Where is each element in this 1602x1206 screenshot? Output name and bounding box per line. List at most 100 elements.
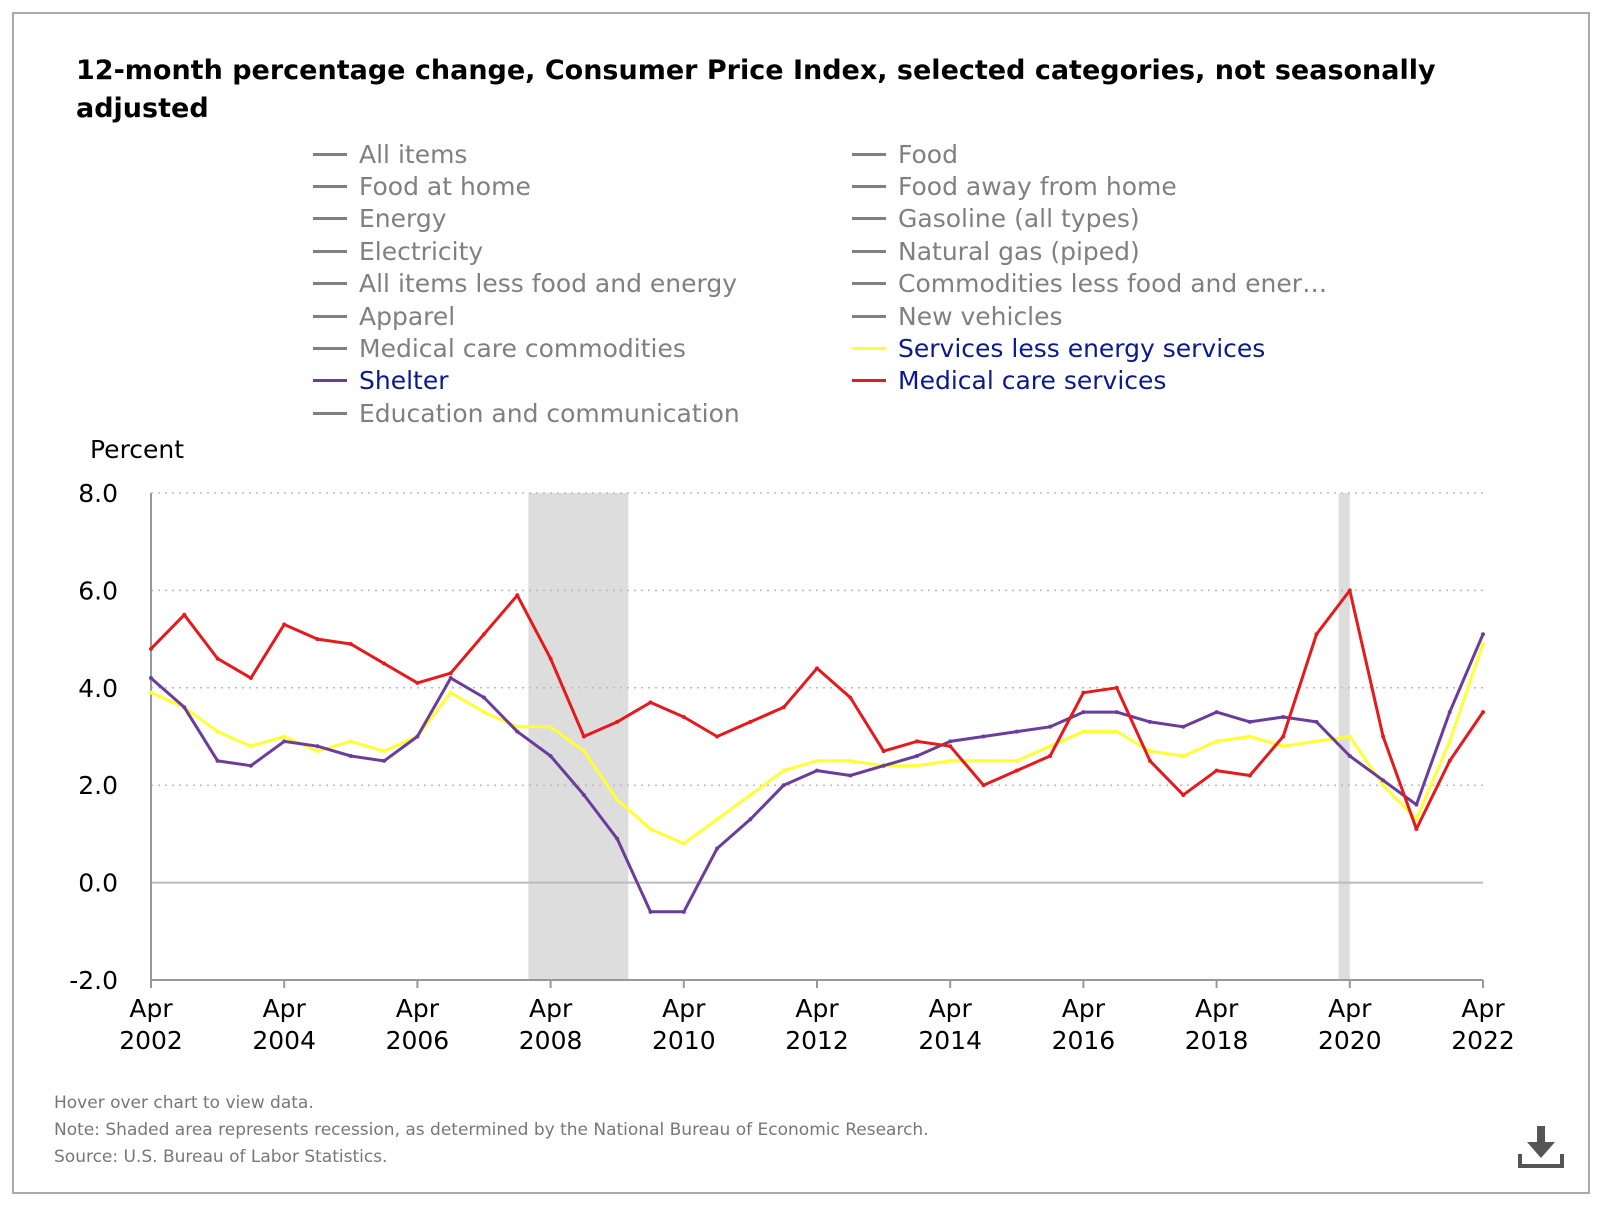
data-point-services-less-energy-services[interactable]	[1148, 749, 1152, 754]
data-point-services-less-energy-services[interactable]	[1048, 744, 1053, 749]
series-line-medical-care-services[interactable]	[149, 588, 1485, 831]
data-point-shelter[interactable]	[215, 758, 220, 763]
data-point-medical-care-services[interactable]	[981, 783, 986, 788]
data-point-medical-care-services[interactable]	[1447, 758, 1452, 763]
data-point-medical-care-services[interactable]	[1014, 768, 1019, 773]
data-point-medical-care-services[interactable]	[1214, 768, 1219, 773]
data-point-medical-care-services[interactable]	[1081, 690, 1086, 695]
data-point-services-less-energy-services[interactable]	[681, 841, 686, 846]
data-point-shelter[interactable]	[1347, 753, 1352, 758]
data-point-services-less-energy-services[interactable]	[648, 827, 653, 832]
data-point-shelter[interactable]	[448, 676, 453, 681]
data-point-medical-care-services[interactable]	[881, 749, 886, 754]
data-point-services-less-energy-services[interactable]	[348, 739, 353, 744]
legend-item-apparel[interactable]: Apparel	[313, 300, 455, 332]
data-point-services-less-energy-services[interactable]	[548, 724, 553, 729]
data-point-shelter[interactable]	[1048, 724, 1053, 729]
data-point-shelter[interactable]	[648, 909, 653, 914]
data-point-services-less-energy-services[interactable]	[1247, 734, 1252, 739]
data-point-medical-care-services[interactable]	[182, 612, 187, 617]
data-point-services-less-energy-services[interactable]	[715, 817, 720, 822]
data-point-shelter[interactable]	[914, 753, 919, 758]
data-point-shelter[interactable]	[282, 739, 287, 744]
data-point-medical-care-services[interactable]	[1247, 773, 1252, 778]
download-button[interactable]	[1515, 1120, 1567, 1172]
legend-item-medical-care-services[interactable]: Medical care services	[852, 365, 1166, 397]
data-point-medical-care-services[interactable]	[1347, 588, 1352, 593]
data-point-services-less-energy-services[interactable]	[1014, 758, 1019, 763]
data-point-services-less-energy-services[interactable]	[981, 758, 986, 763]
data-point-shelter[interactable]	[948, 739, 953, 744]
data-point-services-less-energy-services[interactable]	[282, 734, 287, 739]
data-point-services-less-energy-services[interactable]	[382, 749, 387, 754]
data-point-medical-care-services[interactable]	[215, 656, 220, 661]
data-point-shelter[interactable]	[848, 773, 853, 778]
data-point-services-less-energy-services[interactable]	[248, 744, 253, 749]
data-point-services-less-energy-services[interactable]	[1314, 739, 1319, 744]
data-point-services-less-energy-services[interactable]	[1381, 783, 1386, 788]
data-point-services-less-energy-services[interactable]	[1481, 641, 1485, 646]
data-point-medical-care-services[interactable]	[248, 676, 253, 681]
legend-item-gasoline-all-types[interactable]: Gasoline (all types)	[852, 203, 1140, 235]
data-point-shelter[interactable]	[1281, 715, 1286, 720]
data-point-medical-care-services[interactable]	[315, 637, 320, 642]
data-point-medical-care-services[interactable]	[1481, 710, 1485, 715]
legend-item-all-items-less-food-and-energy[interactable]: All items less food and energy	[313, 268, 737, 300]
legend-item-shelter[interactable]: Shelter	[313, 365, 449, 397]
data-point-medical-care-services[interactable]	[715, 734, 720, 739]
data-point-shelter[interactable]	[1181, 724, 1186, 729]
data-point-medical-care-services[interactable]	[615, 719, 620, 724]
data-point-shelter[interactable]	[781, 783, 786, 788]
data-point-medical-care-services[interactable]	[581, 734, 586, 739]
data-point-medical-care-services[interactable]	[848, 695, 853, 700]
legend-item-energy[interactable]: Energy	[313, 203, 447, 235]
data-point-shelter[interactable]	[815, 768, 819, 773]
data-point-services-less-energy-services[interactable]	[1081, 729, 1086, 734]
data-point-shelter[interactable]	[1481, 632, 1485, 637]
data-point-medical-care-services[interactable]	[348, 641, 353, 646]
data-point-services-less-energy-services[interactable]	[1114, 729, 1119, 734]
legend-item-medical-care-commodities[interactable]: Medical care commodities	[313, 332, 686, 364]
data-point-services-less-energy-services[interactable]	[748, 792, 753, 797]
data-point-services-less-energy-services[interactable]	[1181, 753, 1186, 758]
data-point-services-less-energy-services[interactable]	[515, 724, 520, 729]
legend-item-commodities-less-food-and-ener[interactable]: Commodities less food and ener…	[852, 268, 1327, 300]
legend-item-food-at-home[interactable]: Food at home	[313, 170, 531, 202]
data-point-shelter[interactable]	[715, 846, 720, 851]
data-point-shelter[interactable]	[248, 763, 253, 768]
data-point-services-less-energy-services[interactable]	[1347, 734, 1352, 739]
data-point-shelter[interactable]	[1414, 802, 1419, 807]
data-point-services-less-energy-services[interactable]	[1447, 739, 1452, 744]
data-point-shelter[interactable]	[1114, 710, 1119, 715]
data-point-services-less-energy-services[interactable]	[914, 763, 919, 768]
legend-item-food[interactable]: Food	[852, 138, 958, 170]
data-point-shelter[interactable]	[315, 744, 320, 749]
data-point-medical-care-services[interactable]	[1314, 632, 1319, 637]
data-point-medical-care-services[interactable]	[448, 671, 453, 676]
data-point-shelter[interactable]	[1247, 719, 1252, 724]
data-point-shelter[interactable]	[1381, 778, 1386, 783]
series-line-shelter[interactable]	[150, 633, 1485, 914]
data-point-services-less-energy-services[interactable]	[1414, 817, 1419, 822]
data-point-services-less-energy-services[interactable]	[615, 797, 620, 802]
data-point-medical-care-services[interactable]	[548, 656, 553, 661]
data-point-services-less-energy-services[interactable]	[781, 768, 786, 773]
data-point-shelter[interactable]	[1314, 719, 1319, 724]
data-point-shelter[interactable]	[881, 763, 886, 768]
legend-item-new-vehicles[interactable]: New vehicles	[852, 300, 1063, 332]
data-point-shelter[interactable]	[581, 792, 586, 797]
data-point-medical-care-services[interactable]	[1114, 685, 1119, 690]
data-point-services-less-energy-services[interactable]	[448, 690, 453, 695]
data-point-shelter[interactable]	[348, 753, 353, 758]
data-point-shelter[interactable]	[149, 676, 153, 681]
data-point-shelter[interactable]	[482, 695, 486, 700]
data-point-shelter[interactable]	[182, 705, 187, 710]
data-point-medical-care-services[interactable]	[648, 700, 653, 705]
data-point-services-less-energy-services[interactable]	[581, 749, 586, 754]
data-point-shelter[interactable]	[548, 753, 553, 758]
data-point-shelter[interactable]	[1148, 719, 1152, 724]
data-point-shelter[interactable]	[615, 836, 620, 841]
data-point-medical-care-services[interactable]	[1414, 827, 1419, 832]
data-point-services-less-energy-services[interactable]	[1281, 744, 1286, 749]
